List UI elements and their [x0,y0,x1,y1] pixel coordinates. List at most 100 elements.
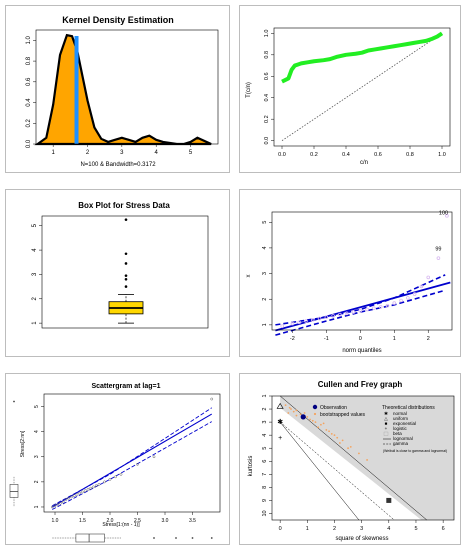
scatter-point [119,472,123,476]
box-y-tick-label: 1 [32,321,38,325]
scatter-point [136,462,139,466]
box-plot-frame [41,215,209,329]
scatter-margin-y-outlier [13,400,15,403]
kde-panel: Kernel Density Estimation N=100 & Bandwi… [5,5,230,173]
cf-bootstrap-point [322,422,325,425]
qq-y-tick-label: 4 [262,246,268,249]
scatter-y-tick-label: 2 [34,480,40,483]
cf-x-tick-label: 6 [442,526,445,532]
qq-point [358,308,363,313]
scatter-x-tick-label: 3.0 [162,518,169,524]
ttt-ylabel: T(c/n) [246,82,252,98]
scatter-point [64,498,68,501]
qq-x-tick-label: 0 [359,336,362,342]
qq-point [338,312,342,317]
cf-bootstrap-point [311,419,314,422]
kde-y-tick-label: 1.0 [26,36,32,45]
ttt-curve [281,31,444,84]
cf-y-tick-label: 1 [262,394,268,397]
scatter-x-tick-label: 3.5 [189,518,196,524]
scatter-margin-y-box [9,484,19,498]
qq-point [297,320,301,325]
scatter-point [152,455,156,459]
qq-x-tick-label: 2 [427,336,430,342]
cullen-frey-chart: Cullen and Frey graph square of skewness… [248,380,455,542]
qq-point [445,214,449,218]
scatter-margin-x-box [75,533,105,543]
scatter-point [89,486,93,490]
scatter-lower-band [52,421,212,510]
kde-plot-frame [35,29,219,145]
scatter-point [53,504,57,508]
qq-point [365,307,369,312]
scatter-point [92,485,95,489]
scatter-point [72,494,76,498]
cf-bootstrap-point [358,452,360,455]
cf-y-tick-label: 9 [262,499,268,502]
cf-bootstrap-point [339,442,341,444]
scatter-point [103,480,106,484]
scatter-point [61,500,65,504]
qq-y-tick-label: 1 [262,323,268,326]
scatter-point [67,496,71,500]
cf-bootstrap-point [287,412,290,414]
qq-point [426,275,431,280]
cf-bootstrap-point [284,404,287,407]
cf-y-tick-label: 10 [262,510,268,516]
cullen-frey-panel: Cullen and Frey graph square of skewness… [239,373,461,545]
box-y-tick-label: 4 [32,248,38,252]
cf-bootstrap-point [292,410,295,413]
ttt-xlabel: c/n [360,160,368,166]
qq-point [290,321,295,326]
scatter-point [114,475,117,479]
kde-x-tick-label: 2 [86,150,90,156]
ttt-x-tick-label: 1.0 [438,152,446,158]
cf-xlabel: square of skewness [335,536,388,542]
cf-bootstrap-point [288,406,291,409]
cf-bootstrap-point [319,423,322,426]
cf-uniform-marker [276,402,284,409]
cf-bootstrap-point [309,418,311,421]
cf-y-tick-label: 8 [262,486,268,489]
ttt-y-tick-label: 0.6 [264,72,270,80]
ttt-x-tick-label: 0.0 [278,152,286,158]
cf-x-tick-label: 2 [333,526,336,532]
cf-legend-symbol: △ [384,416,388,421]
kde-y-tick-label: 0.2 [26,118,32,127]
ttt-x-tick-label: 0.4 [342,152,350,158]
scatter-x-tick-label: 1.0 [52,518,59,524]
qq-point [399,298,403,303]
cf-legend-observation: Observation [320,405,347,411]
qq-point [280,324,284,328]
scatter-margin-x-outlier [210,537,213,539]
kde-x-tick-label: 4 [155,150,159,156]
cf-legend-symbol: ■ [385,421,388,426]
ttt-plot-frame [273,27,451,147]
qq-fit-line [275,281,451,332]
scatter-margin-x-outlier [153,537,155,539]
qq-plot-frame [271,211,453,331]
scatter-y-tick-label: 3 [34,455,40,458]
qq-point [304,319,308,323]
cf-bootstrap-point [366,459,368,461]
qq-point [436,256,441,260]
scatter-title: Scattergram at lag=1 [91,383,160,390]
kde-x-tick-label: 3 [120,150,124,156]
cf-bootstrap-point [295,409,298,412]
scatter-panel: Scattergram at lag=1 Stress[1:(nn - 1)] … [5,373,230,545]
box-y-tick-label: 2 [32,296,38,300]
qq-point [317,316,322,321]
cf-legend-item: uniform [393,416,408,421]
scatter-y-tick-label: 1 [34,505,40,508]
cf-bootstrap-point [314,421,317,424]
scatter-point [70,495,73,499]
cf-legend-observation-symbol [312,404,318,410]
qq-xlabel: norm quantiles [342,348,381,354]
qq-y-tick-label: 2 [262,298,268,301]
cf-x-tick-label: 4 [387,526,390,532]
cf-logistic-marker: + [278,435,282,442]
ttt-y-tick-label: 1.0 [264,30,270,38]
scatter-point [94,484,98,487]
cf-legend-note: (Weibull is close to gamma and lognormal… [383,449,447,453]
kde-density-area [34,33,212,146]
